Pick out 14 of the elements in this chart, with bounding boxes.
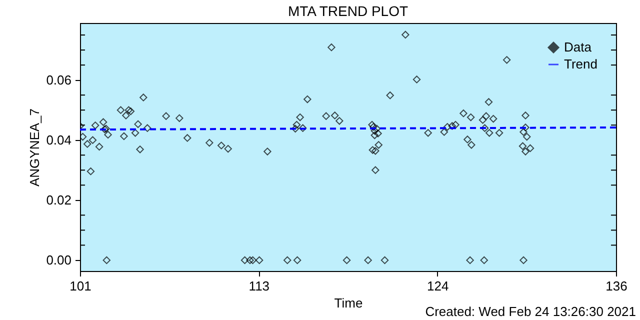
- text: Created: Wed Feb 24 13:26:30 2021: [425, 304, 636, 319]
- chart-title: MTA TREND PLOT: [288, 3, 408, 19]
- x-axis-title: Time: [334, 296, 363, 310]
- legend-label: Trend: [564, 56, 598, 72]
- y-tick-label: 0.06: [46, 72, 72, 88]
- x-tick-label: 113: [248, 278, 270, 294]
- x-tick-label: 101: [70, 278, 92, 294]
- x-tick-label: 124: [426, 278, 449, 294]
- y-tick-label: 0.04: [46, 132, 72, 148]
- y-axis-title: ANGYNEA_7: [27, 108, 42, 187]
- legend-label: Data: [564, 40, 592, 54]
- y-tick-label: 0.00: [46, 252, 72, 268]
- y-tick-label: 0.02: [46, 192, 72, 208]
- x-tick-label: 136: [606, 278, 628, 294]
